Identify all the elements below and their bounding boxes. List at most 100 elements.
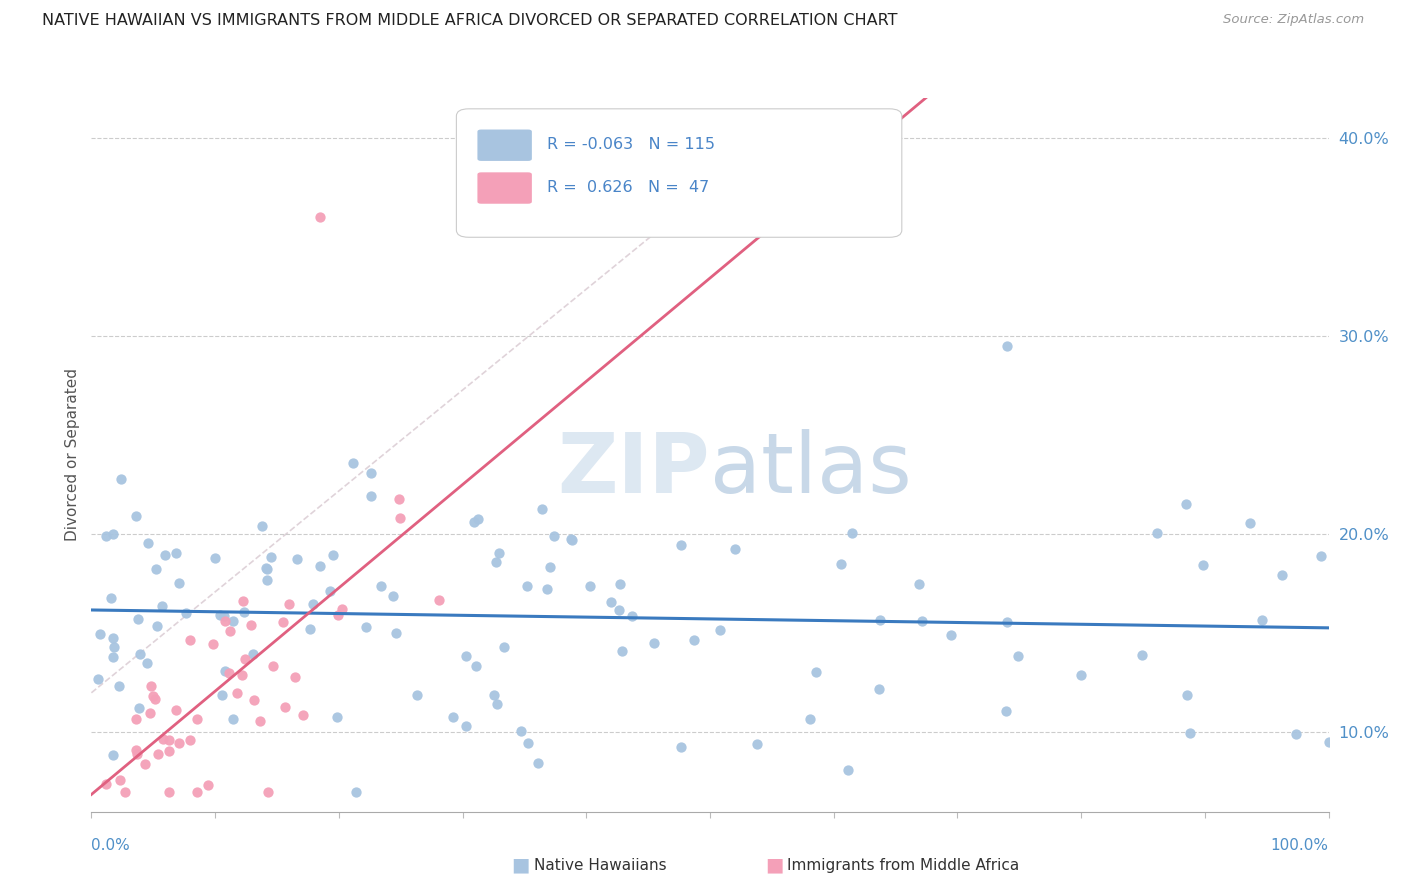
Point (233, 605, 256, 619)
Point (600, 595, 623, 609)
Point (101, 748, 124, 763)
Point (125, 747, 148, 761)
Point (204, 551, 226, 566)
Point (370, 579, 392, 593)
Text: R =  0.626   N =  47: R = 0.626 N = 47 (547, 180, 709, 194)
Point (406, 688, 429, 702)
Point (1239, 516, 1261, 531)
Point (139, 679, 162, 693)
Point (709, 624, 731, 638)
Point (150, 599, 173, 613)
Text: Source: ZipAtlas.com: Source: ZipAtlas.com (1223, 13, 1364, 27)
Point (167, 576, 190, 591)
Point (441, 709, 464, 723)
Point (222, 614, 245, 628)
Point (107, 679, 129, 693)
Point (1174, 497, 1197, 511)
Point (211, 688, 233, 702)
Point (125, 743, 148, 757)
Point (124, 508, 146, 523)
Point (257, 785, 280, 799)
Point (127, 612, 149, 626)
Point (285, 552, 308, 566)
Point (517, 736, 540, 750)
Point (1251, 613, 1274, 627)
Point (538, 559, 561, 574)
FancyBboxPatch shape (478, 129, 531, 161)
Text: ZIP: ZIP (558, 429, 710, 509)
Text: ■: ■ (765, 855, 783, 875)
Point (218, 624, 240, 639)
Point (485, 697, 508, 711)
Point (561, 533, 583, 547)
Point (167, 736, 190, 750)
Point (354, 620, 377, 634)
Point (322, 549, 344, 563)
Point (467, 512, 489, 526)
Point (1175, 688, 1198, 702)
Point (330, 602, 353, 616)
Point (145, 562, 167, 576)
Point (222, 712, 245, 726)
Point (94, 777, 117, 791)
Point (174, 606, 197, 620)
Point (488, 546, 510, 560)
Text: R = -0.063   N = 115: R = -0.063 N = 115 (547, 137, 714, 152)
Point (152, 732, 174, 747)
Point (186, 712, 208, 726)
Point (256, 573, 278, 587)
Point (346, 785, 368, 799)
Point (609, 577, 631, 591)
Point (218, 666, 240, 681)
Point (682, 633, 704, 648)
Point (124, 712, 146, 726)
Point (837, 763, 859, 777)
Y-axis label: Divorced or Separated: Divorced or Separated (65, 368, 80, 541)
Point (292, 708, 315, 723)
Point (841, 526, 863, 541)
Point (86, 672, 108, 686)
Point (298, 622, 321, 636)
Point (142, 689, 165, 703)
Text: NATIVE HAWAIIAN VS IMMIGRANTS FROM MIDDLE AFRICA DIVORCED OR SEPARATED CORRELATI: NATIVE HAWAIIAN VS IMMIGRANTS FROM MIDDL… (42, 13, 897, 29)
Point (643, 636, 665, 650)
Point (262, 659, 284, 673)
Point (1285, 727, 1308, 741)
Point (543, 529, 565, 543)
Point (995, 615, 1018, 629)
Point (799, 712, 821, 726)
Point (384, 626, 406, 640)
Point (284, 670, 307, 684)
Point (388, 491, 411, 506)
Point (157, 785, 180, 799)
Point (256, 561, 278, 575)
Point (101, 631, 124, 645)
Point (278, 597, 301, 611)
Point (1146, 526, 1168, 541)
Point (492, 640, 515, 654)
Point (136, 656, 159, 670)
Point (527, 756, 550, 770)
Point (103, 640, 125, 654)
Point (326, 710, 349, 724)
Point (485, 555, 508, 569)
Point (389, 510, 412, 524)
Text: 100.0%: 100.0% (1271, 838, 1329, 854)
Point (208, 607, 231, 622)
Point (806, 665, 828, 679)
Point (260, 549, 283, 564)
Point (108, 773, 131, 788)
Point (620, 609, 643, 624)
Point (869, 613, 891, 627)
Point (939, 628, 962, 642)
Point (197, 778, 219, 792)
Point (301, 597, 323, 611)
Point (516, 579, 538, 593)
Point (110, 473, 132, 487)
Point (231, 668, 253, 682)
Point (179, 733, 201, 747)
Point (274, 699, 297, 714)
Point (429, 592, 451, 607)
Point (242, 647, 264, 661)
FancyBboxPatch shape (478, 172, 531, 203)
